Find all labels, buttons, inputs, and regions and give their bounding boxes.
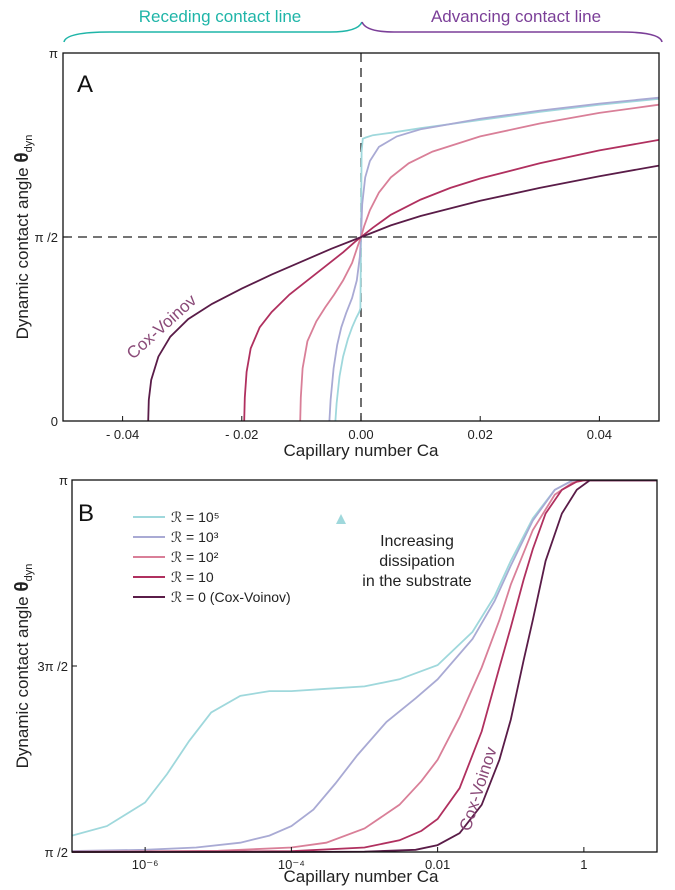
panel-a-ylabel: Dynamic contact angle θdyn bbox=[12, 135, 35, 340]
panel-b-frame bbox=[71, 479, 658, 853]
advancing-brace bbox=[361, 21, 663, 43]
panel-b-legend-label: ℛ = 10⁵ bbox=[171, 509, 220, 525]
dissipation-arrow-text: Increasing dissipation in the substrate bbox=[362, 533, 472, 590]
panel-a-series-line-2 bbox=[299, 103, 660, 422]
panel-b-cox-voinov-label: Cox-Voinov bbox=[456, 744, 501, 833]
dissipation-arrow-text-line: dissipation bbox=[379, 553, 455, 570]
panel-a: A - 0.04 - 0.02 0.00 0.02 0.04 0 π /2 π Capill… bbox=[12, 46, 660, 460]
panel-b-series-line-1 bbox=[71, 479, 657, 852]
panel-a-x-tick-label: 0.02 bbox=[468, 427, 493, 442]
receding-label: Receding contact line bbox=[139, 7, 302, 26]
advancing-label: Advancing contact line bbox=[431, 7, 601, 26]
panel-a-x-tick-label: - 0.04 bbox=[106, 427, 139, 442]
panel-a-x-tick-label: 0.00 bbox=[348, 427, 373, 442]
panel-a-x-tick-label: 0.04 bbox=[587, 427, 612, 442]
panel-b-letter: B bbox=[78, 500, 94, 527]
panel-b-legend: ℛ = 10⁵ ℛ = 10³ ℛ = 10² ℛ = 10 ℛ = 0 (Cox-Vo… bbox=[133, 509, 291, 605]
panel-b-y-tick-label: 3π /2 bbox=[37, 659, 68, 674]
panel-a-x-ticks: - 0.04 - 0.02 0.00 0.02 0.04 bbox=[106, 416, 612, 442]
header: Receding contact line Advancing contact … bbox=[63, 7, 663, 43]
dissipation-arrow-head bbox=[336, 514, 346, 524]
panel-a-series-line-1 bbox=[328, 96, 660, 422]
panel-b-y-tick-label: π bbox=[59, 473, 68, 488]
receding-brace bbox=[63, 21, 363, 43]
panel-a-y-tick-label: π /2 bbox=[35, 230, 58, 245]
panel-a-series-line-4 bbox=[147, 164, 660, 422]
panel-b-plot bbox=[71, 479, 657, 853]
panel-a-y-tick-label: π bbox=[49, 46, 58, 61]
panel-b-xlabel: Capillary number Ca bbox=[284, 867, 439, 886]
panel-b-ylabel-sub: dyn bbox=[23, 564, 35, 582]
panel-b-legend-label: ℛ = 10³ bbox=[171, 529, 219, 545]
panel-b-x-ticks: 10⁻⁶ 10⁻⁴ 0.01 1 bbox=[132, 847, 587, 872]
panel-b-legend-label: ℛ = 10 bbox=[171, 569, 214, 585]
panel-a-plot bbox=[63, 53, 660, 422]
panel-b: B 10⁻⁶ 10⁻⁴ 0.01 1 π /2 3π /2 π Capillary num… bbox=[12, 473, 658, 886]
panel-b-legend-label: ℛ = 0 (Cox-Voinov) bbox=[171, 589, 291, 605]
panel-b-series-line-3 bbox=[71, 479, 657, 853]
panel-b-x-tick-label: 10⁻⁴ bbox=[278, 857, 305, 872]
panel-a-y-ticks: 0 π /2 π bbox=[35, 46, 68, 429]
panel-b-y-tick-label: π /2 bbox=[45, 845, 68, 860]
panel-b-x-tick-label: 1 bbox=[580, 857, 587, 872]
panel-a-x-tick-label: - 0.02 bbox=[225, 427, 258, 442]
panel-a-series-line-3 bbox=[243, 139, 660, 422]
panel-a-xlabel: Capillary number Ca bbox=[284, 441, 439, 460]
panel-b-series-line-4 bbox=[72, 479, 657, 853]
panel-a-series-line-0 bbox=[334, 98, 660, 422]
dissipation-arrow-text-line: in the substrate bbox=[362, 573, 472, 590]
dissipation-arrow: Increasing dissipation in the substrate bbox=[336, 514, 472, 608]
panel-b-x-tick-label: 10⁻⁶ bbox=[132, 857, 159, 872]
panel-b-series-line-0 bbox=[71, 479, 657, 837]
panel-b-ylabel-symbol: θ bbox=[12, 581, 33, 591]
panel-a-letter: A bbox=[77, 71, 93, 98]
panel-a-ylabel-sub: dyn bbox=[23, 135, 35, 153]
panel-b-y-ticks: π /2 3π /2 π bbox=[37, 473, 77, 860]
panel-b-x-tick-label: 0.01 bbox=[425, 857, 450, 872]
panel-b-ylabel: Dynamic contact angle θdyn bbox=[12, 564, 35, 769]
panel-a-ylabel-symbol: θ bbox=[12, 152, 33, 162]
panel-a-y-tick-label: 0 bbox=[51, 414, 58, 429]
dissipation-arrow-text-line: Increasing bbox=[380, 533, 454, 550]
panel-b-legend-label: ℛ = 10² bbox=[171, 549, 219, 565]
panel-b-ylabel-main: Dynamic contact angle bbox=[13, 592, 32, 769]
panel-a-ylabel-main: Dynamic contact angle bbox=[13, 163, 32, 340]
